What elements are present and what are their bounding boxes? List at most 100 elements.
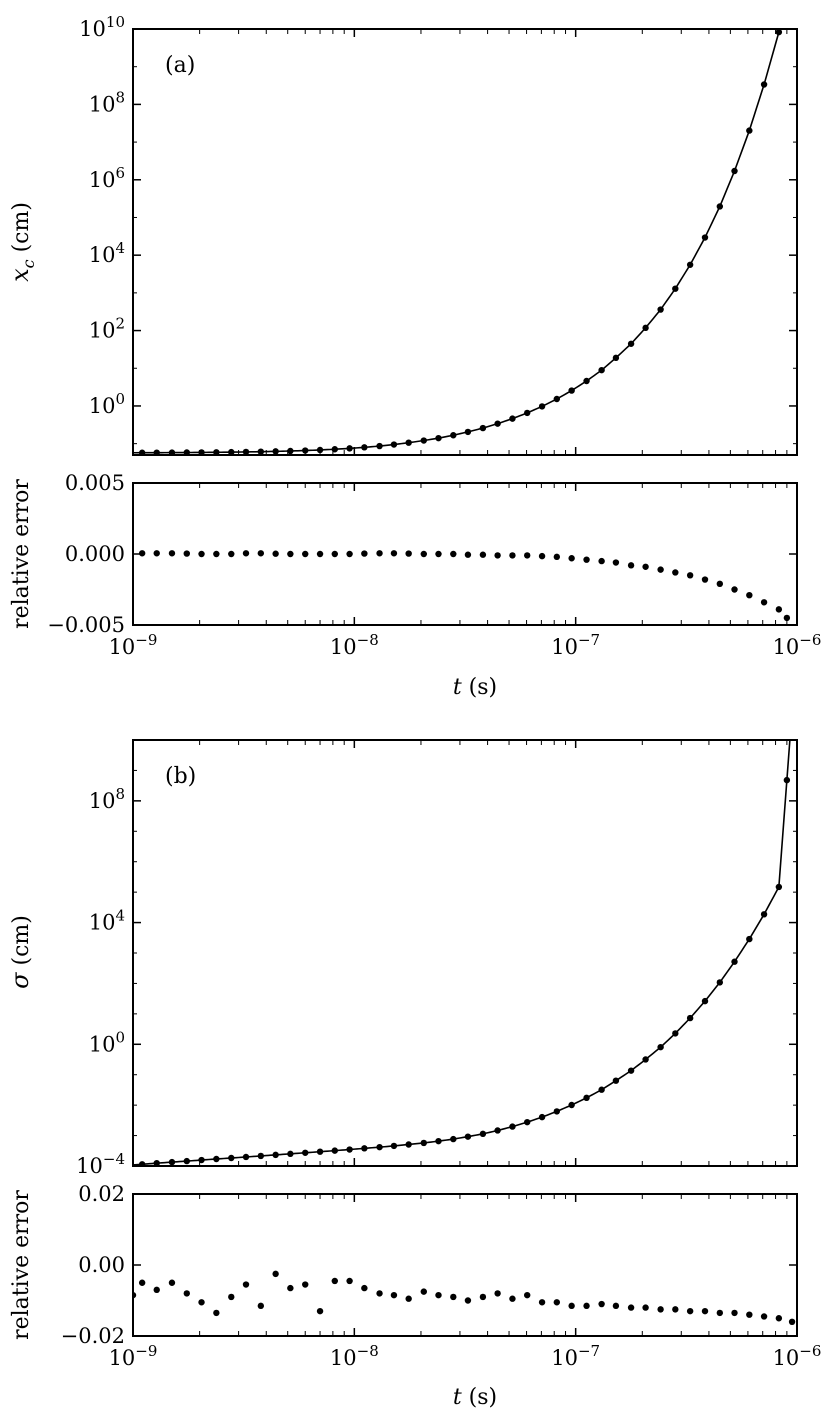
data-point [775,29,783,36]
data-point [686,1307,694,1315]
data-point [183,449,190,455]
data-point [168,550,176,557]
data-point [464,1133,472,1140]
y-tick-label: 0.005 [65,471,125,495]
data-point [568,555,575,562]
data-point [657,1043,664,1051]
y-tick-label: 0.02 [78,1182,125,1206]
data-point [390,550,398,557]
data-point [405,1295,412,1302]
data-point [524,552,531,559]
data-point [133,1291,137,1299]
data-point [405,439,412,446]
data-point [138,449,146,455]
data-point [524,1118,531,1126]
data-point [272,1270,279,1278]
y-tick-label: 0.00 [78,1253,125,1277]
panel-label: (b) [165,764,196,789]
data-point [272,550,279,557]
panel-a-relative-error-plot: −0.005 0.000 0.005 10−9 10−8 10−7 10−6 relative… [9,471,821,700]
data-point [138,1161,146,1166]
data-point [331,446,338,453]
x-tick-label: 10−7 [551,1342,600,1370]
data-point [287,1150,294,1158]
data-point [746,591,753,599]
data-point [538,1299,546,1306]
data-layer [133,1270,796,1326]
data-point [168,1279,176,1286]
data-point [775,883,783,891]
data-point [746,127,753,134]
data-point [494,1127,501,1134]
data-point [198,550,205,558]
data-point [420,1288,427,1295]
data-point [509,552,516,559]
data-point [479,1293,487,1301]
data-point [731,1309,738,1317]
data-point [257,1152,265,1160]
data-point [509,1295,516,1302]
data-point [598,366,605,374]
data-point [361,444,368,451]
data-point [642,563,649,570]
data-point [257,448,265,455]
data-point [509,415,516,422]
data-point [450,432,457,439]
data-point [583,556,590,563]
data-point [346,1277,353,1285]
data-point [302,1281,309,1288]
data-point [138,550,146,557]
series-line [133,29,781,454]
data-point [701,997,709,1005]
data-point [302,1149,309,1156]
data-point [716,979,724,986]
data-point [760,1313,768,1320]
data-point [553,395,561,403]
data-point [228,1293,235,1301]
data-point [153,1159,160,1166]
data-point [627,1067,635,1074]
data-point [435,1137,442,1145]
data-point [701,1307,709,1315]
data-point [331,550,338,558]
data-point [464,551,472,558]
x-tick-label: 10−8 [330,1342,379,1370]
data-point [479,551,487,558]
data-point [405,550,412,557]
data-point [346,550,353,558]
data-point [657,306,664,313]
data-point [287,550,294,558]
data-point [242,550,250,557]
data-point [788,1318,796,1326]
data-point [701,234,709,241]
y-tick-label: 100 [89,390,125,418]
data-point [153,449,160,455]
panel-b-sigma-plot: 10−4 100 104 108 σ (cm) (b) [6,739,798,1178]
data-point [376,1143,383,1151]
data-point [553,1299,561,1306]
data-point [302,550,309,558]
y-tick-label: −0.005 [47,613,125,637]
data-point [598,1086,605,1093]
data-point [598,1300,605,1308]
data-point [672,285,679,292]
data-point [376,442,383,450]
data-point [783,776,791,784]
plot-frame [132,1193,798,1337]
data-point [420,437,427,444]
data-layer [133,29,783,455]
data-point [494,552,501,559]
data-point [242,448,250,455]
data-point [242,1153,250,1161]
data-layer [138,550,791,622]
data-point [612,559,620,566]
data-point [538,552,546,560]
data-point [686,572,694,579]
data-point [183,1157,190,1165]
data-point [686,1014,694,1022]
data-point [731,958,738,965]
data-point [464,1297,472,1304]
data-point [657,1306,664,1313]
data-point [627,340,635,347]
